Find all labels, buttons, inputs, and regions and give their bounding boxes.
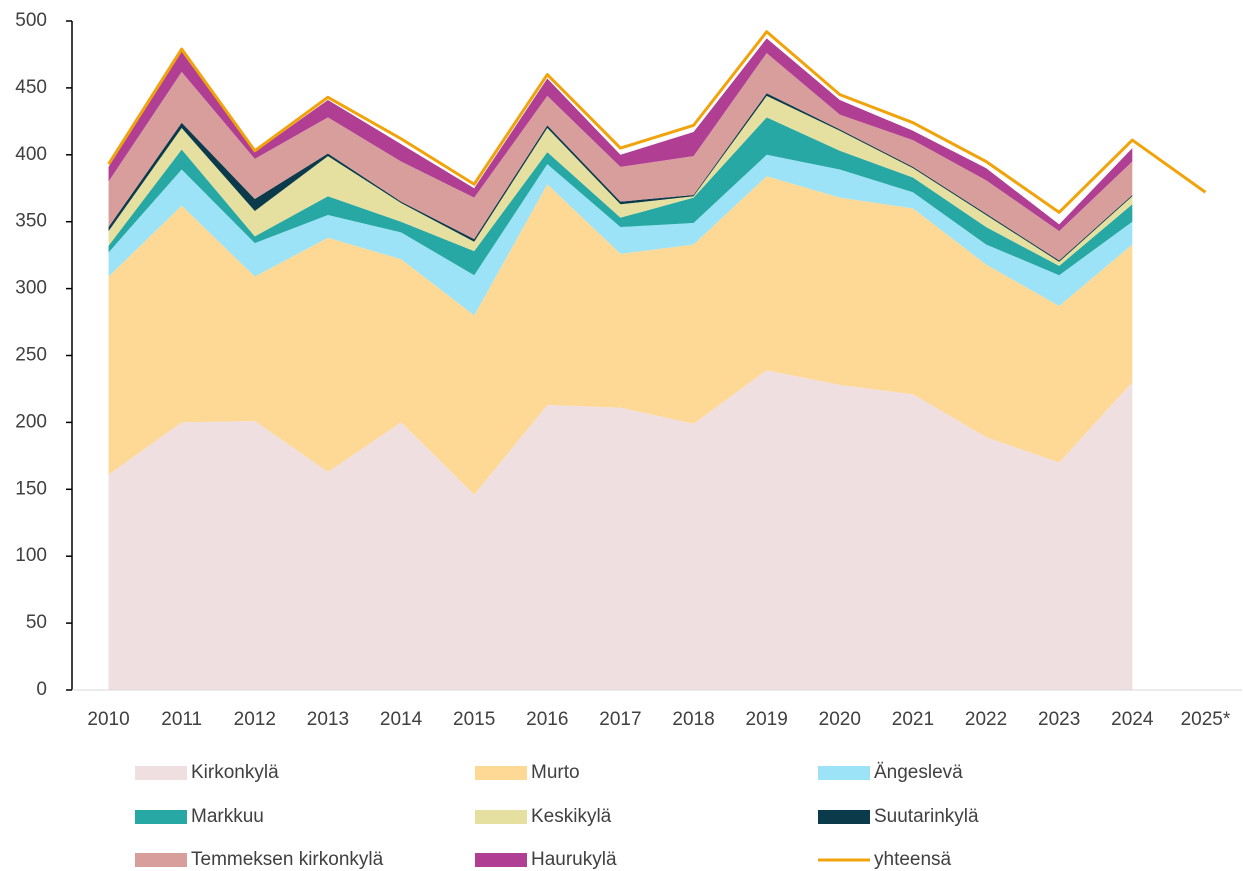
area: [108, 95, 1133, 266]
y-tick-label: 50: [26, 612, 47, 633]
y-tick-label: 250: [15, 345, 47, 366]
y-tick-label: 500: [15, 10, 47, 31]
y-tick-label: 150: [15, 478, 47, 499]
y-tick-label: 300: [15, 278, 47, 299]
legend-swatch: [475, 766, 527, 780]
x-tick-label: 2015: [453, 709, 495, 730]
x-tick-label: 2022: [965, 709, 1007, 730]
legend-swatch: [818, 766, 870, 780]
y-tick-label: 0: [36, 679, 47, 700]
y-tick-label: 350: [15, 211, 47, 232]
x-tick-label: 2014: [380, 709, 423, 730]
area: [108, 93, 1133, 262]
total-line: [107, 30, 1207, 214]
legend-swatch: [475, 810, 527, 824]
y-tick-label: 400: [15, 144, 47, 165]
legend-swatch: [135, 853, 187, 867]
x-tick-label: 2010: [87, 709, 129, 730]
area: [108, 154, 1133, 316]
legend-label: Keskikylä: [531, 806, 612, 827]
x-tick-label: 2012: [234, 709, 276, 730]
x-tick-label: 2017: [599, 709, 641, 730]
legend-label: Murto: [531, 762, 580, 783]
x-tick-label: 2013: [307, 709, 349, 730]
x-tick-label: 2023: [1038, 709, 1080, 730]
legend-label: Suutarinkylä: [874, 806, 979, 827]
x-tick-label: 2011: [161, 709, 202, 730]
area: [108, 53, 1133, 261]
legend-swatch: [818, 810, 870, 824]
legend-label: Temmeksen kirkonkylä: [191, 849, 384, 870]
x-tick-label: 2020: [819, 709, 861, 730]
area: [108, 117, 1133, 276]
x-tick-label: 2016: [526, 709, 568, 730]
x-tick-label: 2025*: [1181, 709, 1231, 730]
y-tick-label: 200: [15, 411, 47, 432]
x-tick-label: 2021: [892, 709, 934, 730]
y-tick-label: 100: [15, 545, 47, 566]
y-tick-label: 450: [15, 77, 47, 98]
area: [108, 176, 1133, 495]
legend-swatch: [135, 810, 187, 824]
legend-label: Markkuu: [191, 806, 264, 827]
legend-label: Haurukylä: [531, 849, 617, 870]
x-tick-label: 2019: [746, 709, 788, 730]
legend-label: yhteensä: [874, 849, 952, 870]
legend-label: Ängeslevä: [874, 762, 963, 783]
legend-swatch: [475, 853, 527, 867]
x-tick-label: 2024: [1111, 709, 1154, 730]
x-tick-label: 2018: [672, 709, 714, 730]
legend-label: Kirkonkylä: [191, 762, 279, 783]
legend-swatch: [135, 766, 187, 780]
area: [108, 370, 1133, 690]
